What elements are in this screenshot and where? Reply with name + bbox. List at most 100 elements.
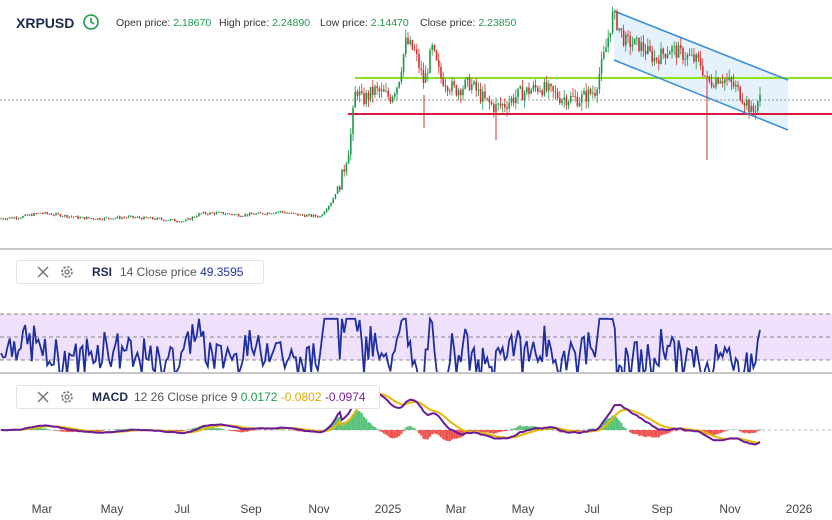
candle[interactable] [297,213,299,216]
candle[interactable] [473,81,475,85]
candle[interactable] [174,219,176,222]
candle[interactable] [319,216,321,218]
candle[interactable] [224,213,227,215]
candle[interactable] [121,217,123,219]
candle[interactable] [497,103,499,105]
candle[interactable] [508,102,510,109]
candle[interactable] [75,216,77,218]
candle[interactable] [666,54,669,58]
candle[interactable] [642,42,645,51]
candle[interactable] [301,214,304,216]
candle[interactable] [691,54,693,56]
candle[interactable] [680,45,682,49]
candle[interactable] [226,213,229,215]
candle[interactable] [587,89,590,102]
candle[interactable] [99,218,101,220]
candle[interactable] [609,32,612,38]
rsi-chart[interactable] [0,250,832,372]
candle[interactable] [233,214,235,216]
candle[interactable] [433,45,436,51]
candle[interactable] [563,97,565,100]
candle[interactable] [182,221,185,223]
candle[interactable] [416,49,418,54]
candle[interactable] [420,68,422,70]
candle[interactable] [207,213,209,215]
candle[interactable] [152,217,154,220]
candle[interactable] [501,103,504,106]
candle[interactable] [180,221,183,223]
candle[interactable] [475,81,477,91]
candle[interactable] [528,87,530,94]
candle[interactable] [702,66,704,76]
candle[interactable] [523,92,526,101]
candle[interactable] [138,216,141,218]
candle[interactable] [493,104,495,113]
candle[interactable] [81,217,84,218]
candle[interactable] [332,198,334,204]
candle[interactable] [220,212,222,213]
candle[interactable] [757,101,759,111]
candle[interactable] [123,217,125,219]
candle[interactable] [70,216,73,218]
candle[interactable] [314,214,317,217]
candle[interactable] [477,89,480,91]
candle[interactable] [618,28,620,30]
candle[interactable] [136,216,139,218]
candle[interactable] [732,82,735,87]
candle[interactable] [677,45,680,58]
candle[interactable] [354,91,356,108]
candle[interactable] [402,54,405,72]
candle[interactable] [158,217,161,219]
candle[interactable] [103,217,106,220]
candle[interactable] [255,213,257,215]
candle[interactable] [376,86,378,89]
candle[interactable] [72,216,75,218]
candle[interactable] [739,86,741,101]
pane-separator-macd[interactable] [0,372,832,374]
candle[interactable] [721,81,724,83]
candle[interactable] [273,213,275,215]
candle[interactable] [303,215,306,217]
candle[interactable] [743,103,746,106]
candle[interactable] [622,30,625,46]
candle[interactable] [629,36,631,47]
candle[interactable] [594,92,596,96]
candle[interactable] [611,11,614,33]
candle[interactable] [383,89,385,92]
candle[interactable] [143,216,145,220]
candle[interactable] [286,212,288,214]
candle[interactable] [759,95,761,102]
candle[interactable] [202,212,205,214]
candle[interactable] [713,86,715,88]
candle[interactable] [728,77,730,80]
candle[interactable] [468,77,471,91]
candle[interactable] [449,91,451,92]
candle[interactable] [671,46,673,52]
candle[interactable] [110,218,112,220]
candle[interactable] [312,214,315,217]
candle[interactable] [598,73,601,90]
candle[interactable] [748,100,750,113]
candle[interactable] [457,90,460,96]
candle[interactable] [251,213,253,215]
candle[interactable] [627,34,629,37]
candle[interactable] [48,213,51,215]
candle[interactable] [20,217,22,219]
candle[interactable] [37,212,40,214]
candle[interactable] [242,216,244,217]
candle[interactable] [592,92,594,94]
candle[interactable] [262,213,264,215]
candle[interactable] [737,84,739,87]
candle[interactable] [116,216,119,218]
candle[interactable] [526,87,528,93]
candle[interactable] [444,85,447,87]
candle[interactable] [424,73,427,83]
price-chart[interactable] [0,0,832,250]
candle[interactable] [741,100,744,104]
candle[interactable] [328,205,330,210]
candle[interactable] [163,219,165,221]
candle[interactable] [559,98,561,104]
candle[interactable] [442,77,444,86]
candle[interactable] [662,48,664,54]
candle[interactable] [64,215,66,217]
